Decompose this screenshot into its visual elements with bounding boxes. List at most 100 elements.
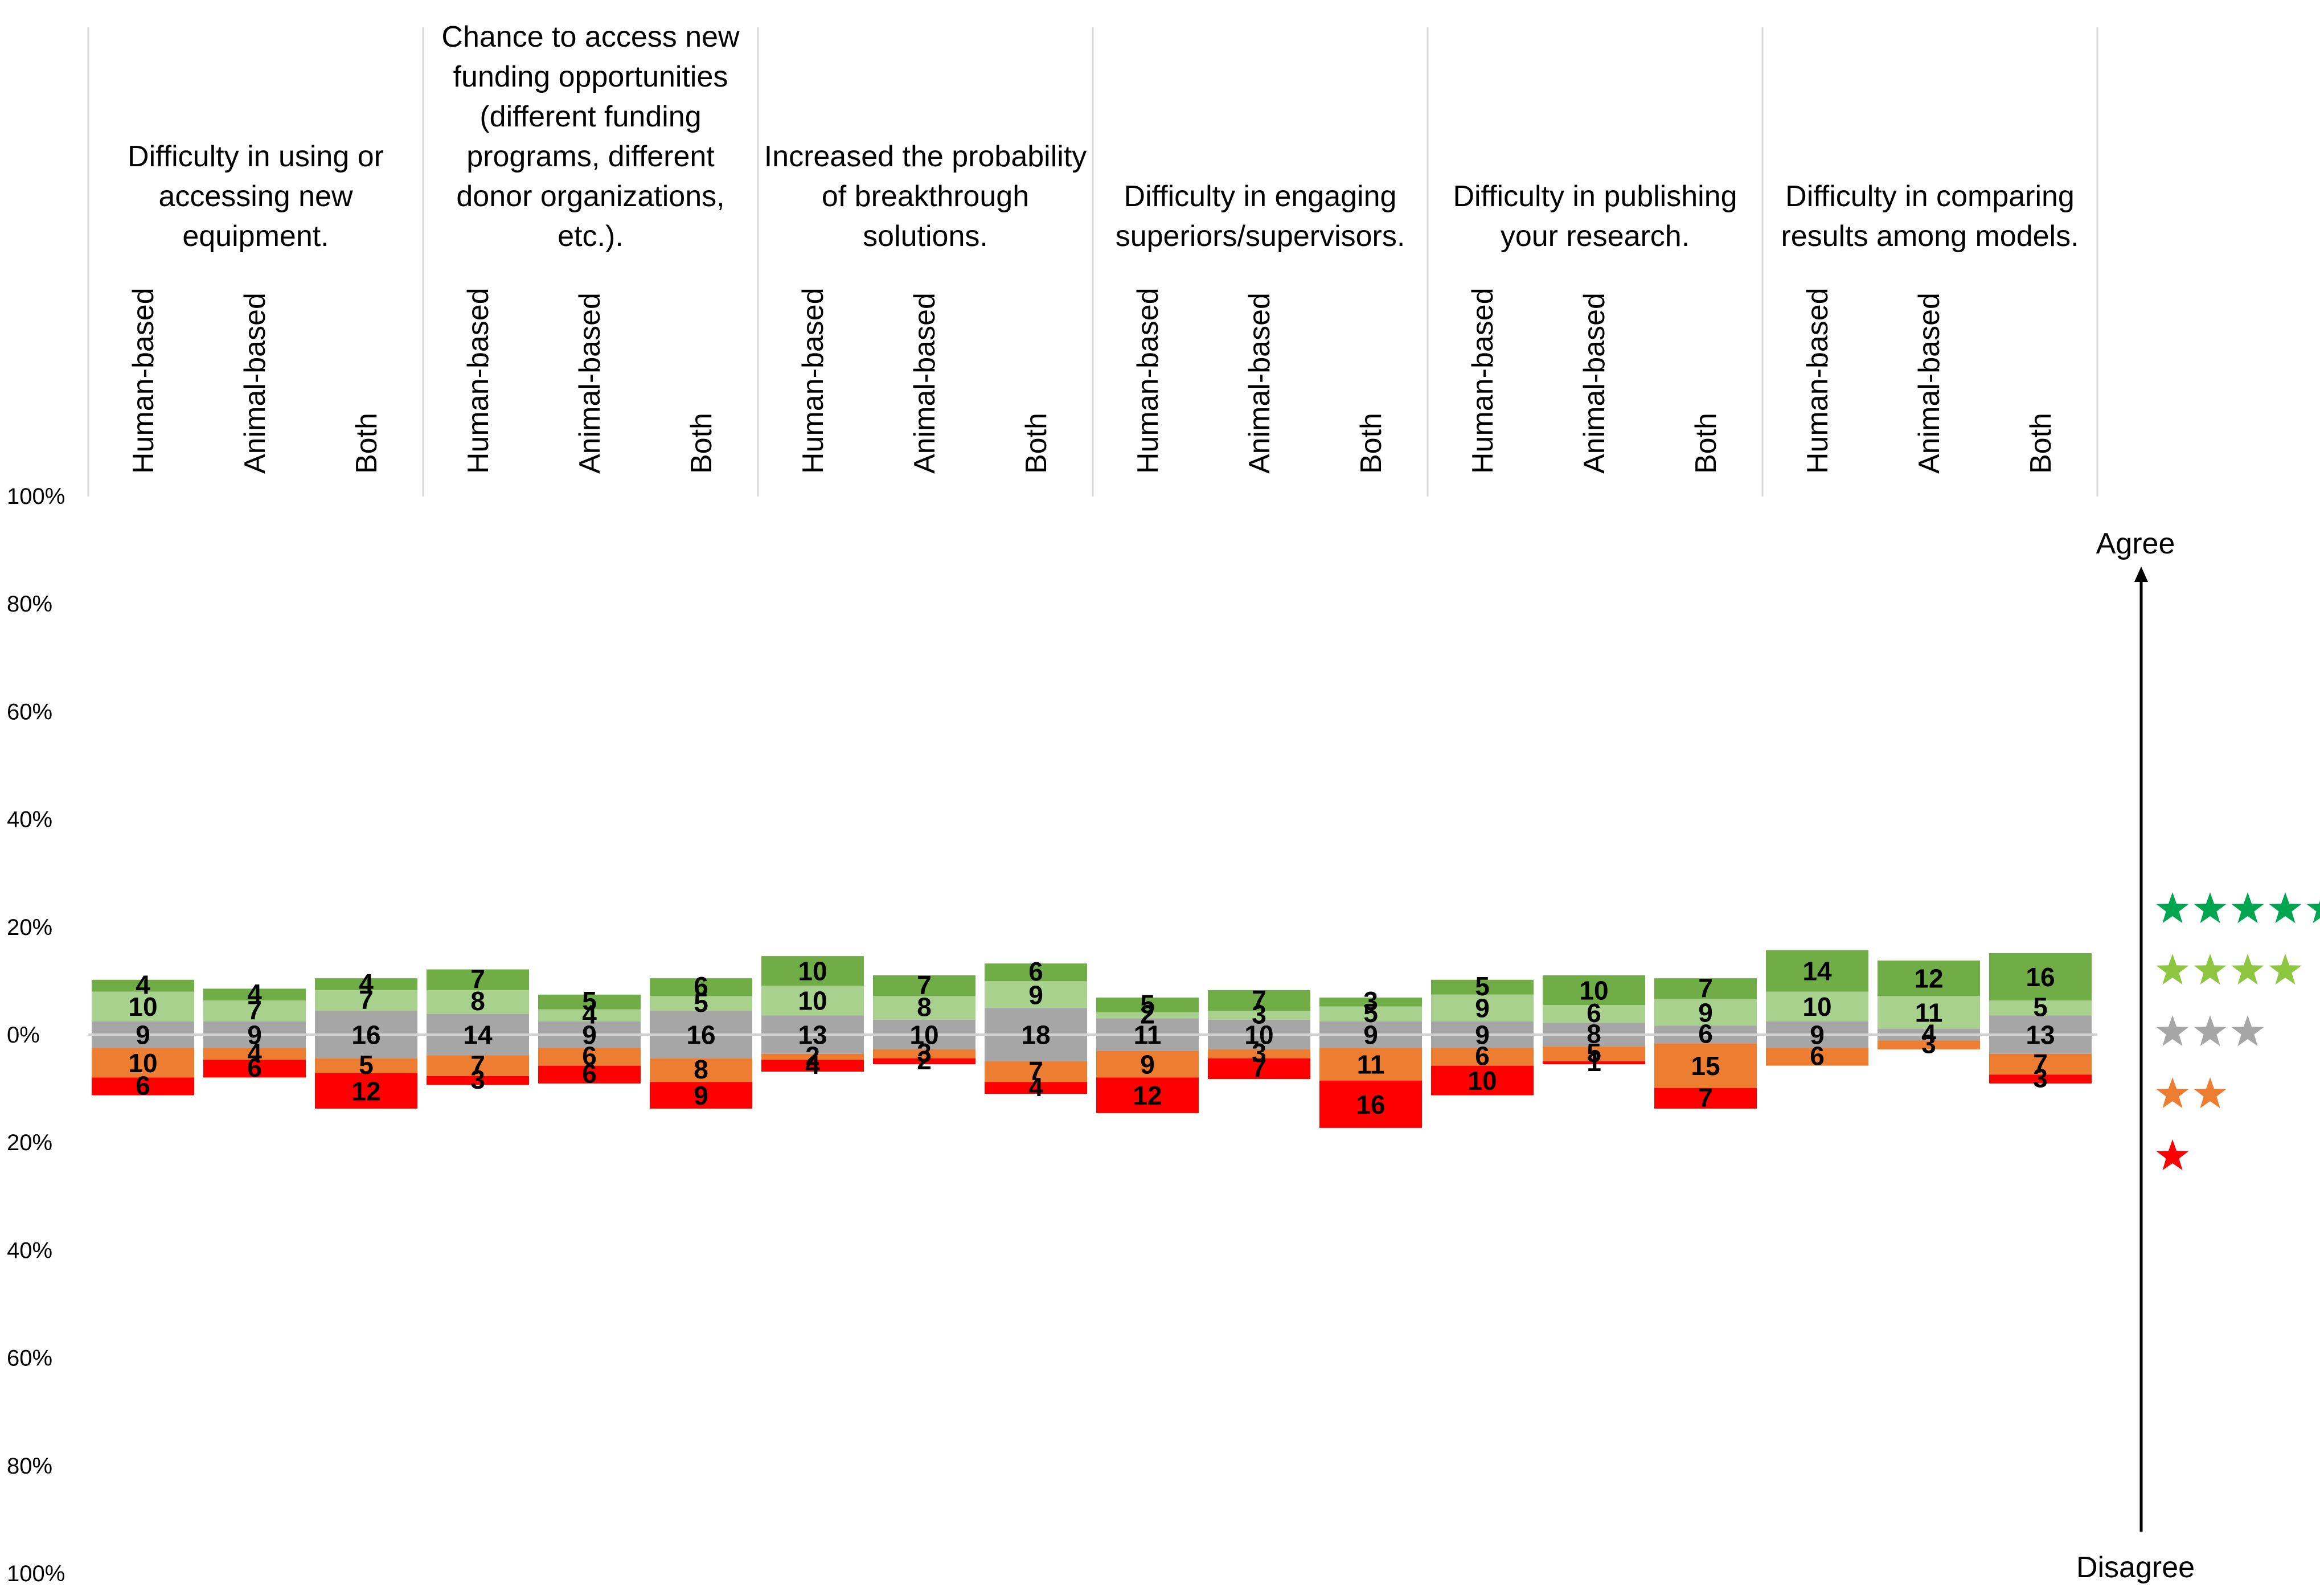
bar-segment-level-2 <box>1654 1043 1757 1088</box>
bar-segment-level-2 <box>1543 1046 1645 1061</box>
data-value-label: 13 <box>798 1020 827 1050</box>
bar-segment-level-1 <box>1431 1065 1534 1096</box>
y-tick-label: 100% <box>7 1561 65 1586</box>
category-label: Animal-based <box>1913 293 1946 474</box>
legend-star-icon <box>2156 954 2189 985</box>
data-value-label: 3 <box>917 1038 932 1068</box>
data-value-label: 10 <box>1244 1020 1273 1050</box>
data-value-label: 6 <box>136 1070 150 1100</box>
bar-segment-level-2 <box>1208 1049 1310 1058</box>
y-tick-label: 40% <box>7 1238 52 1263</box>
bar-segment-level-2 <box>203 1048 306 1060</box>
bar-segment-level-2 <box>1878 1040 1980 1050</box>
bar-segment-level-1 <box>1654 1088 1757 1109</box>
bar-segment-level-5 <box>1431 979 1534 995</box>
bar-segment-level-4 <box>1654 999 1757 1026</box>
data-value-label: 7 <box>470 1050 485 1080</box>
data-value-label: 3 <box>1921 1029 1936 1059</box>
data-value-label: 4 <box>136 970 150 1000</box>
data-value-label: 5 <box>1363 998 1378 1028</box>
data-value-label: 3 <box>1252 1000 1266 1029</box>
bar-segment-level-5 <box>985 963 1087 982</box>
data-value-label: 3 <box>1252 1038 1266 1068</box>
bar-segment-level-1 <box>873 1058 975 1065</box>
category-label: Animal-based <box>1243 293 1276 474</box>
bar-segment-level-4 <box>650 996 752 1011</box>
bar-segment-level-4 <box>315 990 417 1011</box>
data-value-label: 9 <box>694 1081 708 1110</box>
legend-star-icon <box>2156 1015 2189 1047</box>
bar-segment-level-1 <box>985 1082 1087 1094</box>
data-value-label: 6 <box>694 971 708 1001</box>
data-value-label: 8 <box>694 1055 708 1084</box>
bar-segment-level-5 <box>1543 975 1645 1005</box>
data-value-label: 10 <box>128 992 157 1021</box>
bar-segment-level-2 <box>315 1058 417 1073</box>
legend-star-icon <box>2306 900 2320 924</box>
bar-segment-level-5 <box>650 978 752 996</box>
data-value-label: 4 <box>582 1000 597 1029</box>
data-value-label: 2 <box>805 1041 820 1070</box>
bar-segment-level-4 <box>985 981 1087 1008</box>
data-value-label: 16 <box>1356 1090 1385 1119</box>
y-tick-label: 20% <box>7 1130 52 1155</box>
category-label: Both <box>1690 413 1723 474</box>
legend-star-icon <box>2156 892 2189 924</box>
y-tick-label: 100% <box>7 484 65 509</box>
y-axis: 100% 80% 60% 40% 20% 0% 20% 40% 60% 80% 100% <box>7 484 65 1586</box>
data-value-label: 7 <box>1698 1082 1713 1112</box>
data-value-label: 3 <box>1363 986 1378 1016</box>
category-labels: Human-based Animal-based Both Human-based An… <box>127 288 2057 474</box>
data-value-label: 16 <box>686 1020 715 1050</box>
data-value-label: 7 <box>359 985 374 1015</box>
data-value-label: 2 <box>917 1045 932 1075</box>
bar-segment-level-2 <box>92 1048 194 1078</box>
group-title: Difficulty in publishing your research. <box>1453 180 1737 253</box>
bar-segment-level-1 <box>538 1065 641 1084</box>
data-value-label: 16 <box>2026 962 2055 992</box>
y-tick-label: 40% <box>7 807 52 832</box>
bar-segment-level-4 <box>1208 1011 1310 1020</box>
legend <box>2156 892 2320 1171</box>
category-label: Both <box>2024 413 2057 474</box>
bar-segment-level-5 <box>1208 990 1310 1011</box>
data-value-label: 7 <box>917 970 932 1000</box>
bar-segment-level-4 <box>1319 1006 1422 1021</box>
data-value-label: 15 <box>1691 1051 1720 1081</box>
group-title: Increased the probability of breakthrough… <box>764 140 1087 253</box>
data-value-label: 6 <box>1698 1019 1713 1048</box>
category-label: Animal-based <box>1578 293 1611 474</box>
bar-segment-level-5 <box>1989 953 2092 1001</box>
bar-segment-level-5 <box>761 956 864 986</box>
data-value-label: 6 <box>1810 1041 1825 1070</box>
bar-segment-level-5 <box>538 994 641 1010</box>
category-label: Animal-based <box>573 293 606 474</box>
data-value-label: 9 <box>1475 1020 1490 1050</box>
data-value-label: 9 <box>1363 1020 1378 1050</box>
bar-segment-level-4 <box>538 1009 641 1021</box>
data-value-label: 1 <box>1587 1047 1601 1077</box>
category-label: Both <box>1355 413 1388 474</box>
data-value-label: 4 <box>247 979 262 1008</box>
data-value-label: 5 <box>359 1050 374 1080</box>
group-title: Difficulty in using or accessing new equip… <box>128 140 384 253</box>
data-value-label: 9 <box>1475 994 1490 1023</box>
data-value-label: 7 <box>2033 1048 2048 1078</box>
data-value-label: 5 <box>582 986 597 1016</box>
data-value-label: 3 <box>2033 1063 2048 1093</box>
data-value-label: 10 <box>909 1020 938 1050</box>
bar-segment-level-5 <box>1654 978 1757 999</box>
category-label: Both <box>1020 413 1053 474</box>
data-value-label: 6 <box>582 1041 597 1070</box>
y-tick-label: 20% <box>7 915 52 940</box>
data-value-label: 13 <box>2026 1020 2055 1050</box>
bar-segment-level-5 <box>427 969 529 990</box>
category-label: Human-based <box>1132 288 1165 474</box>
bar-segment-level-2 <box>1431 1048 1534 1066</box>
category-label: Human-based <box>1801 288 1834 474</box>
bar-segment-level-1 <box>427 1076 529 1085</box>
category-label: Human-based <box>797 288 830 474</box>
bar-segment-level-1 <box>1543 1061 1645 1065</box>
agree-arrow-head <box>2134 567 2148 582</box>
agree-label: Agree <box>2096 527 2175 560</box>
